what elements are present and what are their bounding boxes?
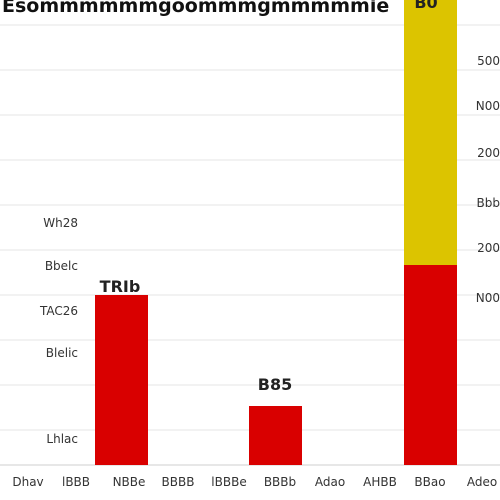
bar-2-series-0 (249, 406, 302, 465)
x-tick-label-9: Adeo (467, 475, 497, 489)
chart-title: Esommmmmmgoommmgmmmmmie (2, 0, 389, 17)
x-tick-label-6: Adao (315, 475, 345, 489)
left-tick-label-4: Wh28 (43, 216, 78, 230)
bar-3-series-1 (404, 0, 457, 265)
x-tick-label-2: NBBe (113, 475, 146, 489)
bars (95, 0, 457, 465)
x-tick-label-1: lBBB (62, 475, 90, 489)
left-tick-label-3: Bbelc (45, 259, 78, 273)
data-label-3: B0 (414, 0, 437, 12)
left-tick-label-0: Lhlac (46, 432, 78, 446)
data-label-0: TRIb (100, 277, 141, 296)
data-label-2: B85 (258, 375, 292, 394)
right-tick-label-1: 200 (477, 241, 500, 255)
left-tick-label-2: TAC26 (39, 304, 78, 318)
left-tick-label-1: Blelic (46, 346, 78, 360)
x-tick-label-4: lBBBe (211, 475, 246, 489)
data-labels: TRIb B85 B0 (100, 0, 438, 394)
x-tick-label-0: Dhav (12, 475, 43, 489)
x-tick-label-8: BBao (414, 475, 445, 489)
x-tick-label-5: BBBb (264, 475, 296, 489)
right-tick-label-5: 500 (477, 54, 500, 68)
right-tick-label-2: Bbb (477, 196, 500, 210)
right-tick-label-0: N00 (476, 291, 500, 305)
bar-0-series-0 (95, 295, 148, 465)
bar-3-series-0 (404, 265, 457, 465)
x-tick-label-3: BBBB (162, 475, 195, 489)
right-tick-label-4: N00 (476, 99, 500, 113)
tick-labels: Lhlac Blelic TAC26 Bbelc Wh28 N00 200 Bbb 200 N00… (12, 54, 500, 489)
right-tick-label-3: 200 (477, 146, 500, 160)
x-tick-label-7: AHBB (363, 475, 397, 489)
